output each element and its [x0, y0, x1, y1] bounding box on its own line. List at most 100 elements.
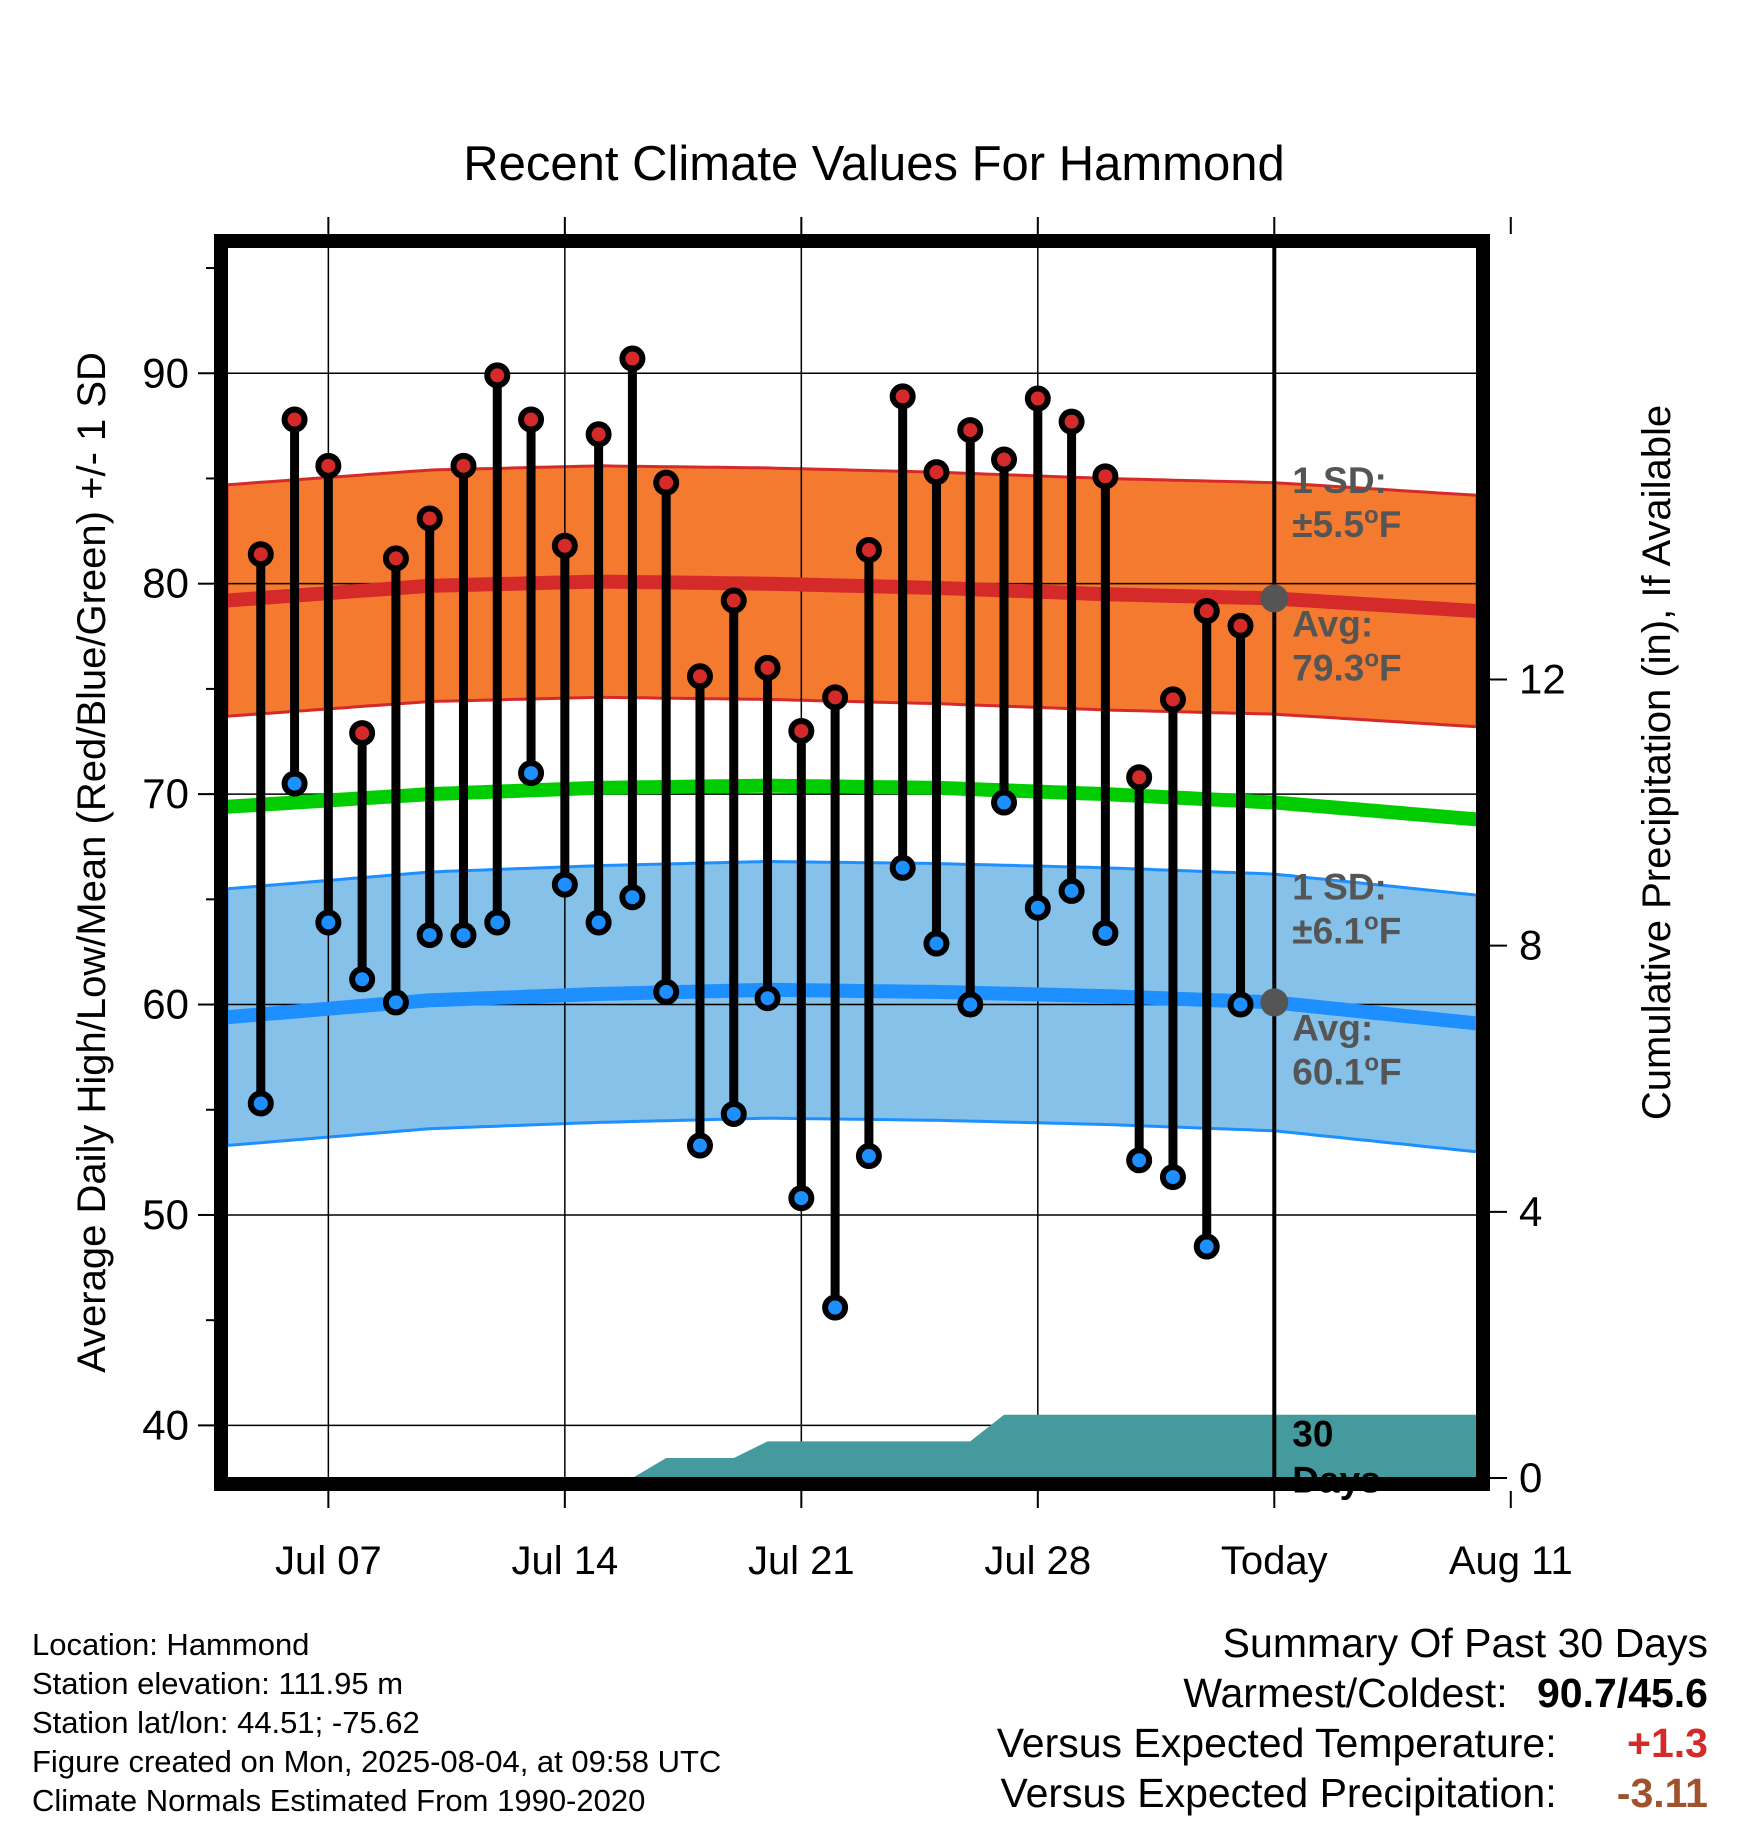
daily-high-point: [991, 446, 1018, 473]
normals-text: Climate Normals Estimated From 1990-2020: [32, 1783, 646, 1818]
daily-high-point: [923, 459, 950, 486]
daily-low-point: [484, 909, 511, 936]
daily-high-point: [686, 663, 713, 690]
daily-low-point: [1058, 877, 1085, 904]
low-sd-band: [227, 859, 1477, 1154]
x-tick-label: Aug 11: [1449, 1539, 1573, 1583]
daily-low-point: [247, 1090, 274, 1117]
daily-low-point: [1159, 1164, 1186, 1191]
y-tick-label: 90: [142, 349, 189, 396]
daily-high-point: [416, 505, 443, 532]
daily-low-point: [349, 966, 376, 993]
daily-high-point: [1058, 408, 1085, 435]
daily-high-point: [1126, 764, 1153, 791]
daily-low-point: [754, 985, 781, 1012]
plot-frame: [214, 234, 1490, 1491]
temp-value: +1.3: [1627, 1720, 1708, 1766]
daily-low-point: [957, 991, 984, 1018]
daily-low-point: [551, 871, 578, 898]
daily-high-point: [957, 417, 984, 444]
daily-low-point: [991, 789, 1018, 816]
daily-high-point: [1159, 686, 1186, 713]
daily-high-point: [585, 421, 612, 448]
daily-high-point: [1227, 612, 1254, 639]
daily-high-point: [889, 383, 916, 410]
daily-high-point: [450, 452, 477, 479]
x-tick-label: Today: [1221, 1539, 1328, 1583]
daily-high-point: [1193, 598, 1220, 625]
daily-low-point: [315, 909, 342, 936]
daily-low-point: [619, 884, 646, 911]
low-avg-annotation-line2: 60.1oF: [1292, 1049, 1401, 1092]
daily-low-point: [889, 854, 916, 881]
daily-high-point: [720, 587, 747, 614]
station-info: Location: Hammond Station elevation: 111…: [32, 1625, 721, 1820]
daily-high-point: [382, 545, 409, 572]
daily-high-point: [754, 654, 781, 681]
daily-high-point: [1092, 463, 1119, 490]
y-axis-label: Average Daily High/Low/Mean (Red/Blue/Gr…: [70, 352, 114, 1373]
precip-value: -3.11: [1616, 1770, 1708, 1816]
y-tick-label: 40: [142, 1401, 189, 1448]
warmest-label: Warmest/Coldest:: [1183, 1670, 1508, 1716]
high-avg-annotation-unit: F: [1379, 647, 1402, 688]
climate-chart: 40 50 60 70 80 90 0 4 8 12 Jul 07 Jul 14 Jul 21 Jul 2…: [70, 137, 1679, 1583]
today-days-label-line1: 30: [1292, 1413, 1333, 1454]
created-text: Figure created on Mon, 2025-08-04, at 09…: [32, 1744, 722, 1779]
daily-high-point: [315, 452, 342, 479]
high-sd-annotation-unit: F: [1379, 504, 1402, 545]
daily-low-point: [720, 1100, 747, 1127]
latlon-text: Station lat/lon: 44.51; -75.62: [32, 1705, 420, 1740]
daily-high-point: [349, 720, 376, 747]
high-sd-annotation-line1: 1 SD:: [1292, 460, 1387, 501]
daily-high-point: [281, 406, 308, 433]
y-tick-label: 70: [142, 770, 189, 817]
daily-high-point: [855, 537, 882, 564]
low-sd-annotation-line1: 1 SD:: [1292, 866, 1387, 907]
daily-high-point: [247, 541, 274, 568]
y-tick-label: 50: [142, 1191, 189, 1238]
temp-label: Versus Expected Temperature:: [996, 1720, 1557, 1766]
summary-panel: Summary Of Past 30 Days Warmest/Coldest:…: [997, 1618, 1708, 1818]
summary-temp-row: Versus Expected Temperature: +1.3: [997, 1718, 1708, 1768]
daily-low-point: [788, 1185, 815, 1212]
daily-low-point: [1193, 1233, 1220, 1260]
daily-high-point: [1024, 385, 1051, 412]
low-sd-annotation-line2: ±6.1oF: [1292, 908, 1401, 951]
daily-low-point: [382, 989, 409, 1016]
precip-label: Versus Expected Precipitation:: [1000, 1770, 1557, 1816]
x-tick-label: Jul 28: [984, 1539, 1091, 1583]
daily-low-point: [653, 978, 680, 1005]
low-sd-annotation-degree: o: [1364, 908, 1379, 935]
daily-low-point: [855, 1143, 882, 1170]
x-tick-label: Jul 21: [748, 1539, 855, 1583]
high-avg-annotation-line1: Avg:: [1292, 603, 1373, 644]
daily-high-point: [822, 684, 849, 711]
daily-high-point: [619, 345, 646, 372]
daily-high-point: [484, 362, 511, 389]
daily-high-point: [518, 406, 545, 433]
low-avg-annotation-degree: o: [1364, 1049, 1379, 1076]
daily-low-point: [923, 930, 950, 957]
daily-low-point: [518, 760, 545, 787]
y-tick-label: 80: [142, 560, 189, 607]
precip-area: [227, 1414, 1477, 1478]
daily-low-point: [822, 1294, 849, 1321]
today-days-label-line2: Days: [1292, 1459, 1380, 1500]
daily-low-point: [1126, 1147, 1153, 1174]
x-tick-label: Jul 14: [511, 1539, 618, 1583]
summary-title: Summary Of Past 30 Days: [1222, 1620, 1708, 1666]
plot-area: [227, 247, 1477, 1478]
summary-warmest-row: Warmest/Coldest: 90.7/45.6: [997, 1668, 1708, 1718]
daily-low-point: [416, 922, 443, 949]
location-text: Location: Hammond: [32, 1627, 310, 1662]
x-tick-label: Jul 07: [275, 1539, 382, 1583]
high-avg-annotation-line2: 79.3oF: [1292, 645, 1401, 688]
daily-high-point: [551, 532, 578, 559]
elevation-text: Station elevation: 111.95 m: [32, 1666, 404, 1701]
avg-mean-line: [227, 778, 1477, 827]
y2-tick-label: 8: [1519, 922, 1542, 969]
today-avg-low-dot: [1260, 988, 1289, 1017]
y2-axis-label: Cumulative Precipitation (in), If Availa…: [1635, 405, 1679, 1120]
today-avg-high-dot: [1260, 584, 1289, 613]
